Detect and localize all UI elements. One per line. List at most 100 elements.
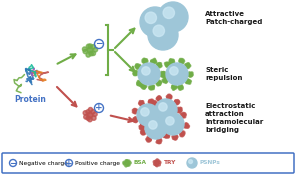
Circle shape xyxy=(143,121,144,123)
Circle shape xyxy=(185,123,186,125)
FancyBboxPatch shape xyxy=(2,153,294,173)
Circle shape xyxy=(153,112,155,114)
Circle shape xyxy=(168,96,170,98)
Text: −: − xyxy=(95,40,103,49)
Circle shape xyxy=(137,82,139,84)
Circle shape xyxy=(142,123,144,125)
Circle shape xyxy=(142,104,144,105)
Circle shape xyxy=(149,115,151,117)
Circle shape xyxy=(141,108,149,116)
Circle shape xyxy=(167,125,168,127)
Circle shape xyxy=(145,85,147,87)
Circle shape xyxy=(174,134,176,136)
Circle shape xyxy=(151,60,152,62)
Circle shape xyxy=(157,108,159,110)
Circle shape xyxy=(160,112,163,113)
Text: Attractive
Patch-charged: Attractive Patch-charged xyxy=(205,11,262,25)
Circle shape xyxy=(136,67,138,69)
Circle shape xyxy=(167,65,168,67)
Circle shape xyxy=(136,71,138,73)
Circle shape xyxy=(142,130,144,132)
Circle shape xyxy=(141,128,144,130)
Circle shape xyxy=(180,133,182,135)
Circle shape xyxy=(175,100,177,101)
Circle shape xyxy=(163,81,165,83)
Circle shape xyxy=(138,82,141,84)
Circle shape xyxy=(142,87,144,89)
Circle shape xyxy=(142,127,144,129)
Circle shape xyxy=(161,74,163,76)
Circle shape xyxy=(156,159,158,161)
Circle shape xyxy=(151,102,153,104)
Circle shape xyxy=(165,132,167,134)
Circle shape xyxy=(138,67,140,69)
Circle shape xyxy=(166,134,168,136)
Circle shape xyxy=(157,138,159,140)
Circle shape xyxy=(156,83,158,85)
Circle shape xyxy=(170,123,172,125)
Circle shape xyxy=(133,74,135,76)
Circle shape xyxy=(159,103,167,111)
Circle shape xyxy=(144,85,146,87)
Circle shape xyxy=(140,83,142,85)
Circle shape xyxy=(186,80,187,82)
Circle shape xyxy=(189,75,190,77)
Circle shape xyxy=(172,85,173,87)
Circle shape xyxy=(133,108,135,110)
Circle shape xyxy=(156,65,158,67)
Circle shape xyxy=(191,72,193,74)
Circle shape xyxy=(175,115,177,117)
Circle shape xyxy=(188,82,189,84)
Circle shape xyxy=(163,7,175,19)
Circle shape xyxy=(133,73,135,75)
Circle shape xyxy=(142,103,144,104)
Circle shape xyxy=(190,72,192,74)
Circle shape xyxy=(169,61,171,63)
Circle shape xyxy=(186,67,188,68)
Circle shape xyxy=(153,60,155,63)
Circle shape xyxy=(160,140,162,142)
Circle shape xyxy=(135,74,137,76)
Circle shape xyxy=(173,137,174,139)
Circle shape xyxy=(146,139,148,141)
Circle shape xyxy=(136,120,138,122)
Circle shape xyxy=(158,114,160,115)
Circle shape xyxy=(169,111,170,112)
Circle shape xyxy=(186,79,188,81)
Circle shape xyxy=(173,59,174,61)
Circle shape xyxy=(158,140,160,142)
Circle shape xyxy=(168,126,171,128)
Circle shape xyxy=(152,86,155,88)
Circle shape xyxy=(133,71,136,72)
Circle shape xyxy=(142,59,144,61)
Circle shape xyxy=(159,99,161,101)
Circle shape xyxy=(183,112,185,114)
Circle shape xyxy=(136,109,138,111)
Circle shape xyxy=(179,58,181,60)
Circle shape xyxy=(86,53,90,57)
Circle shape xyxy=(92,116,96,120)
Circle shape xyxy=(181,133,184,135)
Circle shape xyxy=(189,82,191,84)
Circle shape xyxy=(178,117,179,119)
Circle shape xyxy=(129,162,131,164)
Circle shape xyxy=(180,131,182,133)
Circle shape xyxy=(162,128,164,130)
Circle shape xyxy=(187,79,189,81)
Circle shape xyxy=(158,108,160,110)
Circle shape xyxy=(188,64,190,66)
Circle shape xyxy=(160,98,162,100)
Circle shape xyxy=(188,74,190,76)
Circle shape xyxy=(171,87,173,89)
Circle shape xyxy=(141,105,143,106)
Circle shape xyxy=(135,111,137,113)
Circle shape xyxy=(176,138,177,139)
Circle shape xyxy=(185,66,186,67)
Circle shape xyxy=(166,119,168,120)
Circle shape xyxy=(184,125,186,127)
Circle shape xyxy=(173,88,175,90)
Circle shape xyxy=(159,123,161,125)
Circle shape xyxy=(181,115,183,117)
Circle shape xyxy=(151,127,152,129)
Text: Electrostatic
attraction
Intramolecular
bridging: Electrostatic attraction Intramolecular … xyxy=(205,103,263,133)
